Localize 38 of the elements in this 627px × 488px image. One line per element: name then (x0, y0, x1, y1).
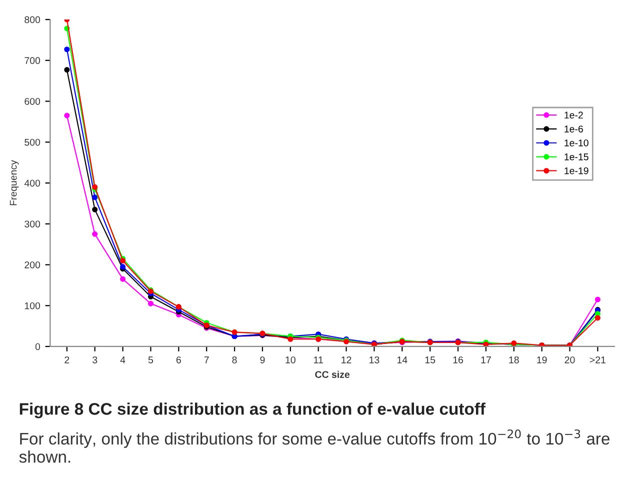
x-tick-label: 17 (481, 356, 491, 364)
x-tick-label: 3 (92, 356, 98, 364)
x-tick-label: 15 (425, 356, 436, 364)
y-tick-label: 200 (24, 261, 40, 268)
y-tick-label: 400 (24, 180, 40, 187)
y-tick-label: 100 (24, 302, 40, 310)
y-tick-label: 300 (24, 220, 40, 228)
x-tick-label: 11 (314, 356, 323, 364)
x-tick-label: >21 (590, 356, 606, 364)
y-tick-label: 600 (24, 98, 40, 105)
x-tick-label: 19 (537, 356, 547, 364)
x-tick-label: 16 (453, 356, 463, 364)
x-tick-label: 7 (204, 356, 209, 364)
x-tick-label: 4 (120, 356, 126, 364)
legend-label: 1e-15 (564, 154, 588, 160)
legend-label: 1e-19 (564, 167, 588, 174)
x-tick-label: 8 (232, 356, 237, 364)
y-tick-label: 500 (24, 138, 40, 146)
legend-label: 1e-6 (564, 126, 583, 132)
x-tick-label: 18 (509, 356, 519, 364)
x-axis-title: CC size (315, 370, 350, 378)
y-tick-label: 800 (24, 16, 40, 24)
legend-label: 1e-2 (564, 112, 583, 119)
x-tick-label: 6 (176, 356, 181, 364)
x-tick-label: 13 (370, 356, 380, 364)
x-tick-label: 14 (397, 356, 408, 364)
legend-label: 1e-10 (564, 139, 588, 146)
x-tick-label: 5 (148, 356, 154, 364)
text: For clarity, only the distributions for some e-value cutoffs from 10$^{−20}$ to 10$^{−3}$ are shown. (19, 429, 610, 463)
x-tick-label: 12 (342, 356, 352, 364)
x-tick-label: 9 (260, 356, 265, 364)
y-axis-title: Frequency (10, 160, 19, 206)
x-tick-label: 10 (286, 356, 296, 364)
y-tick-label: 0 (35, 343, 40, 350)
y-tick-label: 700 (24, 57, 40, 64)
x-tick-label: 2 (64, 356, 70, 364)
x-tick-label: 20 (564, 356, 575, 364)
text: Figure 8 CC size distribution as a function of e-value cutoff (20, 402, 486, 418)
